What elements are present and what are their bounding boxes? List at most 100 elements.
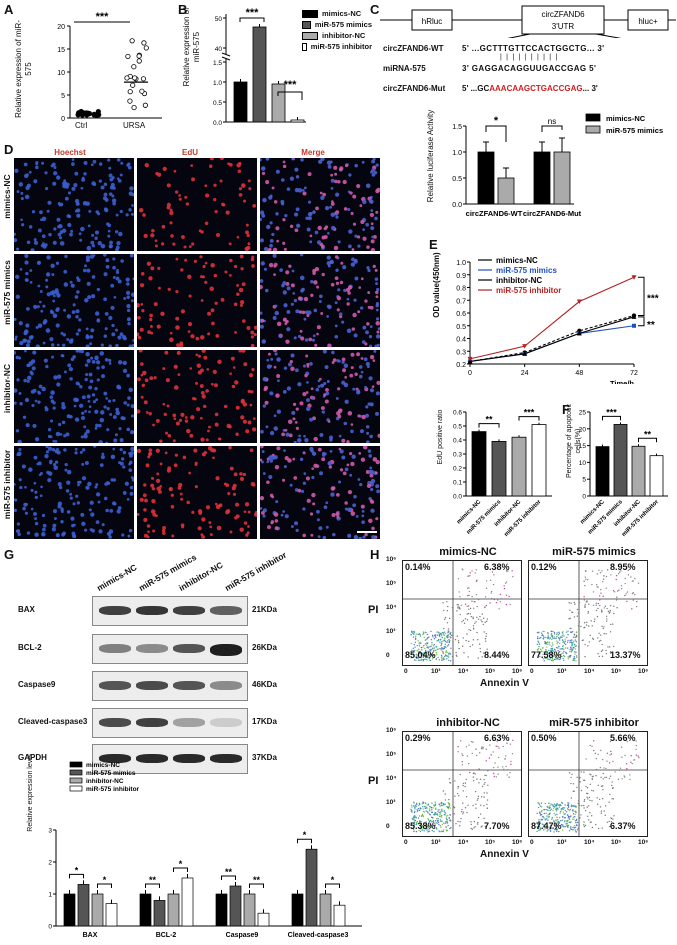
flow-ylabel: PI (368, 604, 379, 616)
cell-nucleus (108, 315, 113, 321)
flow-event (421, 803, 423, 805)
cell-nucleus (58, 485, 63, 490)
flow-event (566, 820, 568, 823)
cell-nucleus (363, 357, 368, 362)
cell-nucleus (354, 163, 358, 168)
flow-event (507, 768, 509, 771)
flow-event (484, 638, 487, 640)
cell-nucleus (369, 388, 375, 393)
cell-nucleus (37, 400, 41, 404)
flow-event (440, 634, 443, 637)
flow-event (413, 630, 415, 633)
cell-nucleus (229, 258, 233, 263)
cell-nucleus (348, 244, 352, 249)
flow-event (440, 816, 443, 818)
flow-event (431, 829, 434, 832)
flow-event (482, 746, 484, 749)
cell-nucleus (66, 214, 71, 218)
cell-nucleus (260, 429, 264, 434)
micrograph-edu (137, 446, 257, 539)
flow-event (600, 650, 603, 653)
flow-event (600, 609, 603, 611)
cell-nucleus (116, 509, 121, 514)
flow-event (423, 830, 425, 832)
cell-nucleus (351, 454, 356, 459)
flow-event (426, 656, 429, 659)
flow-event (566, 814, 569, 816)
cell-nucleus (109, 413, 113, 416)
cell-nucleus (42, 527, 46, 532)
flow-event (475, 593, 478, 596)
flow-event (562, 815, 564, 818)
cell-nucleus (64, 196, 69, 201)
cell-nucleus (40, 218, 43, 222)
flow-event (446, 641, 448, 644)
cell-nucleus (25, 343, 30, 347)
col-edu: EdU (182, 148, 198, 157)
cell-nucleus (76, 290, 80, 294)
flow-event (469, 575, 471, 577)
cell-nucleus (90, 512, 95, 517)
panel-a-point (136, 53, 142, 59)
cell-nucleus (280, 199, 285, 204)
cell-nucleus (304, 438, 309, 443)
flow-event (424, 631, 426, 633)
cell-nucleus (50, 263, 55, 269)
cell-nucleus (311, 338, 315, 342)
flow-event (601, 785, 604, 787)
cell-nucleus (247, 510, 251, 514)
cell-nucleus (369, 466, 373, 470)
flow-event (550, 632, 553, 635)
flow-event (422, 658, 425, 661)
cell-nucleus (368, 335, 373, 339)
flow-event (624, 582, 626, 585)
flow-event (563, 659, 565, 661)
flow-event (541, 809, 543, 812)
cell-nucleus (312, 271, 316, 275)
cell-nucleus (130, 299, 134, 303)
cell-nucleus (178, 194, 181, 197)
flow-event (474, 825, 476, 828)
flow-event (451, 606, 454, 609)
cell-nucleus (290, 283, 295, 288)
flow-event (423, 821, 425, 824)
flow-event (424, 647, 426, 650)
cell-nucleus (155, 514, 158, 518)
flow-event (599, 604, 601, 607)
wt-seq: 5' ...GCTTTGTTCCACTGGCTG... 3' (462, 44, 605, 53)
flow-event (540, 802, 543, 804)
micrograph-merge (260, 254, 380, 347)
cell-nucleus (122, 491, 127, 495)
flow-xtick-label: 10³ (557, 668, 567, 675)
flow-event (413, 811, 416, 814)
cell-nucleus (236, 235, 240, 239)
flow-event (595, 604, 597, 606)
cell-nucleus (314, 343, 318, 347)
flow-event (472, 804, 474, 807)
cell-nucleus (37, 284, 41, 288)
flow-event (416, 802, 418, 805)
flow-event (580, 771, 582, 773)
flow-event (593, 620, 596, 623)
cell-nucleus (39, 494, 43, 498)
flow-event (595, 757, 597, 760)
cell-nucleus (194, 463, 198, 466)
cell-nucleus (293, 336, 297, 340)
flow-event (456, 603, 458, 606)
flow-event (442, 640, 444, 642)
flow-event (446, 601, 448, 603)
cell-nucleus (239, 472, 243, 476)
flow-event (410, 824, 413, 826)
flow-event (540, 650, 543, 652)
flow-event (434, 811, 437, 814)
flow-event (427, 831, 429, 833)
cell-nucleus (79, 238, 83, 242)
flow-event (591, 815, 593, 817)
cell-nucleus (50, 419, 54, 423)
flow-event (438, 823, 440, 826)
flow-event (589, 812, 591, 814)
cell-nucleus (368, 198, 373, 203)
flow-event (439, 824, 441, 827)
cell-nucleus (116, 177, 120, 180)
